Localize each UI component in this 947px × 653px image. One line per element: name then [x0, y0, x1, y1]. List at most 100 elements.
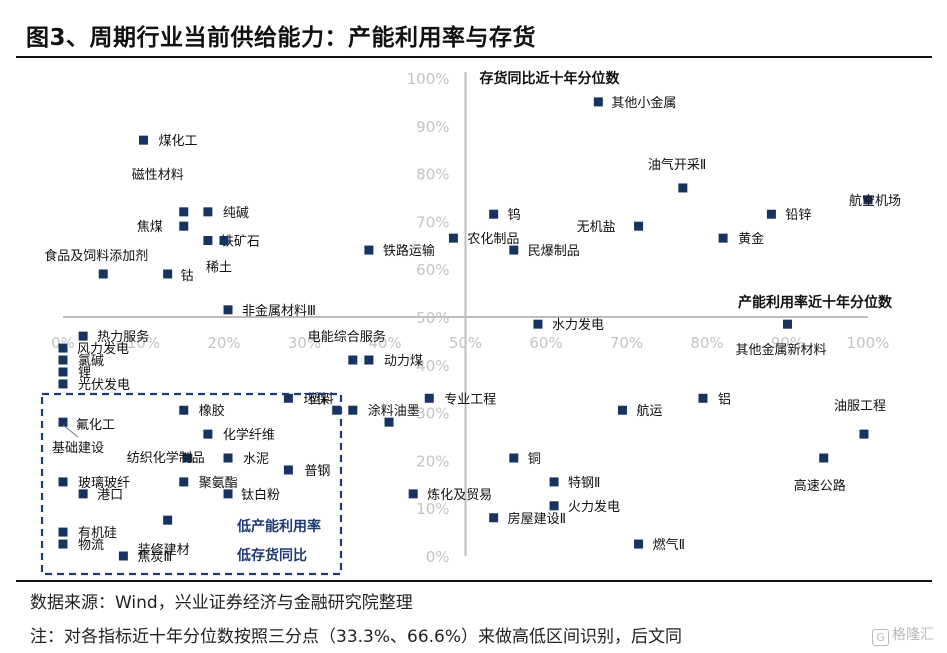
- scatter-point: [58, 477, 68, 487]
- y-tick-label: 70%: [416, 213, 449, 231]
- scatter-point: [223, 489, 233, 499]
- point-label: 动力煤: [384, 354, 423, 369]
- scatter-point: [364, 355, 374, 365]
- point-label: 特钢Ⅱ: [568, 476, 600, 491]
- scatter-point: [98, 269, 108, 279]
- point-label: 钴: [181, 269, 194, 284]
- scatter-point: [489, 513, 499, 523]
- point-label: 光伏发电: [78, 377, 130, 393]
- point-label: 非金属材料Ⅲ: [242, 303, 316, 319]
- point-label: 聚氨酯: [199, 476, 238, 491]
- y-tick-label: 10%: [416, 500, 449, 518]
- scatter-point: [139, 135, 148, 145]
- point-label: 有机硅: [78, 526, 117, 541]
- point-label: 电能综合服务: [308, 329, 386, 345]
- point-label: 黄金: [738, 231, 764, 247]
- axes: 0% 10% 20% 30% 40% 50% 60% 70% 80% 90% 100%0%10%20…: [51, 70, 893, 566]
- point-label: 磁性材料: [132, 168, 184, 183]
- point-label: 铝: [718, 392, 731, 407]
- point-label: 火力发电: [568, 499, 620, 515]
- scatter-point: [348, 405, 358, 415]
- scatter-point: [509, 245, 519, 255]
- point-label: 化学纤维: [223, 427, 275, 443]
- scatter-point: [58, 417, 68, 427]
- scatter-point: [203, 207, 213, 217]
- scatter-point: [58, 343, 68, 353]
- point-label: 食品及饲料添加剂: [44, 248, 148, 264]
- scatter-point: [78, 331, 88, 341]
- scatter-point: [58, 367, 68, 377]
- scatter-point: [819, 453, 829, 463]
- x-tick-label: 80%: [690, 334, 723, 352]
- watermark-text: 格隆汇: [892, 627, 934, 643]
- low-low-region-box: [40, 392, 343, 576]
- y-tick-label: 60%: [416, 261, 449, 279]
- scatter-point: [163, 269, 173, 279]
- point-label: 基础建设: [52, 441, 104, 456]
- annotation-line-1: 低产能利用率: [236, 518, 321, 535]
- point-label: 氯碱: [78, 354, 104, 369]
- x-tick-label: 10%: [127, 334, 160, 352]
- scatter-point: [678, 183, 688, 193]
- y-tick-label: 40%: [416, 357, 449, 375]
- point-label: 橡胶: [199, 403, 225, 419]
- point-label: 涂料油墨: [368, 403, 420, 419]
- point-label: 房屋建设Ⅱ: [508, 511, 566, 527]
- x-tick-label: 90%: [771, 334, 804, 352]
- scatter-point: [58, 355, 68, 365]
- scatter-point: [58, 379, 68, 389]
- scatter-point: [424, 393, 434, 403]
- note-text: 注：对各指标近十年分位数按照三分点（33.3%、66.6%）来做高低区间识别，后…: [30, 627, 683, 647]
- point-label: 民爆制品: [528, 244, 580, 259]
- scatter-point: [118, 551, 128, 561]
- point-label: 焦炭Ⅲ: [137, 550, 172, 565]
- y-axis-title: 存货同比近十年分位数: [480, 70, 621, 87]
- x-tick-label: 70%: [610, 334, 643, 352]
- y-tick-label: 50%: [416, 309, 449, 327]
- scatter-point: [223, 453, 233, 463]
- scatter-point: [332, 405, 342, 415]
- scatter-point: [223, 305, 233, 315]
- watermark-logo-icon: G: [872, 629, 889, 646]
- point-label: 港口: [97, 488, 123, 503]
- point-label: 纺织化学制品: [127, 450, 205, 466]
- scatter-point: [179, 477, 189, 487]
- point-label: 纯碱: [223, 206, 249, 221]
- scatter-point: [617, 405, 627, 415]
- scatter-point: [78, 489, 88, 499]
- source-text: 数据来源：Wind，兴业证券经济与金融研究院整理: [30, 593, 413, 613]
- y-tick-label: 90%: [416, 118, 449, 136]
- point-label: 风力发电: [77, 341, 129, 357]
- point-label: 其他小金属: [611, 95, 676, 111]
- point-label: 燃气Ⅱ: [653, 537, 685, 553]
- figure-title: 图3、周期行业当前供给能力：产能利用率与存货: [26, 25, 537, 51]
- scatter-point: [58, 527, 68, 537]
- x-tick-label: 20%: [207, 334, 240, 352]
- scatter-point: [179, 405, 189, 415]
- scatter-point: [58, 539, 68, 549]
- point-label: 铁路运输: [383, 243, 435, 259]
- scatter-point: [408, 489, 418, 499]
- point-label: 水力发电: [552, 317, 604, 333]
- point-label: 航运: [636, 403, 662, 419]
- point-label: 农化制品: [467, 232, 519, 247]
- x-tick-label: 40%: [368, 334, 401, 352]
- scatter-point: [859, 429, 869, 439]
- scatter-point: [549, 477, 559, 487]
- point-label: 煤化工: [159, 134, 198, 149]
- point-label: 锂: [78, 366, 91, 381]
- x-axis-title: 产能利用率近十年分位数: [738, 294, 893, 311]
- x-tick-label: 30%: [288, 334, 321, 352]
- scatter-point: [179, 207, 189, 217]
- point-label: 环保: [303, 392, 329, 407]
- point-label: 焦煤: [137, 220, 163, 235]
- scatter-point: [489, 209, 499, 219]
- y-tick-label: 80%: [416, 166, 449, 184]
- scatter-point: [348, 355, 358, 365]
- bottom-rule: [16, 580, 932, 582]
- scatter-point: [179, 221, 189, 231]
- y-tick-label: 0%: [426, 548, 450, 566]
- point-label: 炼化及贸易: [427, 488, 492, 503]
